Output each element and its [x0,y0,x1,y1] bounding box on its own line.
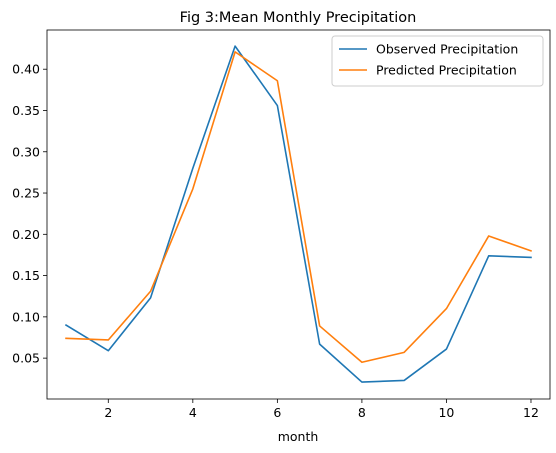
x-tick-label: 12 [523,405,539,420]
legend-label-observed: Observed Precipitation [376,42,518,57]
y-tick-label: 0.30 [12,144,40,159]
x-axis-ticks: 2 4 6 8 10 12 [104,399,539,420]
y-tick-label: 0.10 [12,309,40,324]
series-line-predicted [65,51,533,364]
legend-frame [331,35,544,87]
chart-title: Fig 3:Mean Monthly Precipitation [180,10,417,26]
x-tick-label: 8 [358,405,366,420]
x-axis-label: month [278,429,319,444]
y-axis-ticks: 0.05 0.10 0.15 0.20 0.25 0.30 0.35 0.40 [12,62,47,366]
legend: Observed Precipitation Predicted Precipi… [331,35,544,87]
x-tick-label: 6 [273,405,281,420]
y-tick-label: 0.05 [12,351,40,366]
y-tick-label: 0.20 [12,227,40,242]
legend-label-predicted: Predicted Precipitation [376,63,517,78]
x-tick-label: 10 [438,405,454,420]
series-line-observed [64,45,532,383]
y-tick-label: 0.15 [12,268,40,283]
plot-frame [46,29,551,400]
x-tick-label: 4 [189,405,197,420]
x-tick-label: 2 [104,405,112,420]
y-tick-label: 0.40 [12,62,40,77]
y-tick-label: 0.25 [12,186,40,201]
series-lines [64,45,533,383]
y-tick-label: 0.35 [12,103,40,118]
plot-area [47,30,550,399]
